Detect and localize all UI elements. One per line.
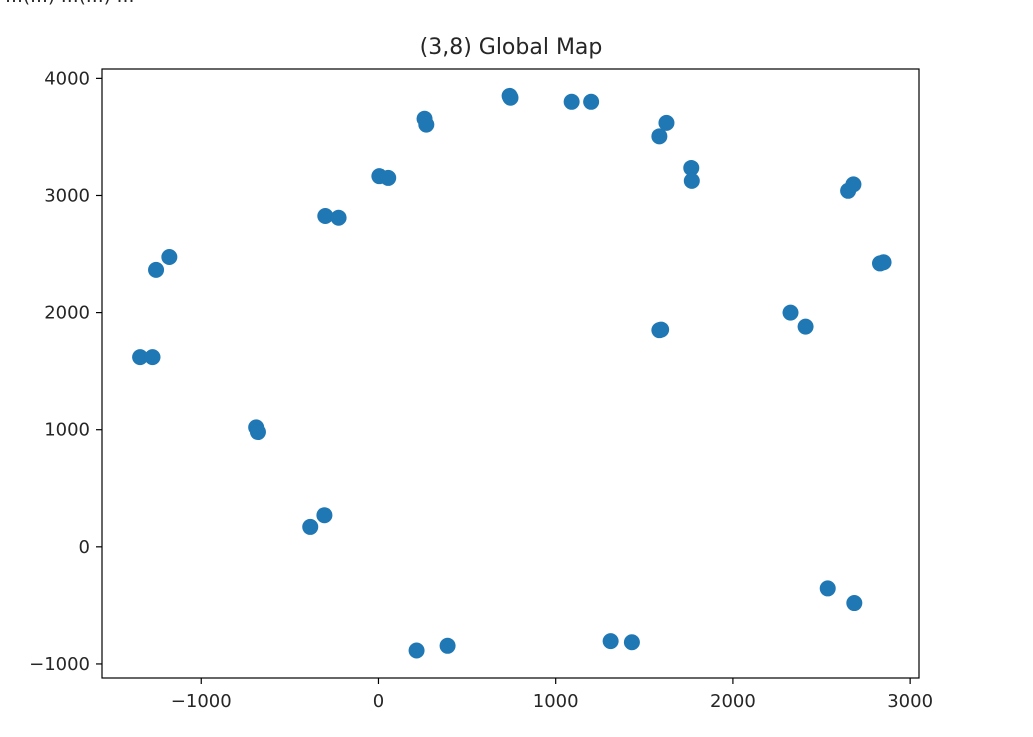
- y-tick-label: 0: [79, 537, 90, 558]
- x-axis: −1000 0 1000 2000 3000: [171, 678, 933, 712]
- data-point: [658, 114, 675, 131]
- data-point: [302, 518, 319, 535]
- data-point: [317, 207, 334, 224]
- y-tick-label: −1000: [29, 654, 90, 675]
- points-layer: [132, 87, 892, 659]
- data-point: [602, 633, 619, 650]
- data-point: [380, 169, 397, 186]
- data-point: [502, 89, 519, 106]
- data-point: [653, 321, 670, 338]
- chart-title: (3,8) Global Map: [420, 35, 603, 60]
- data-point: [683, 172, 700, 189]
- y-tick-label: 2000: [44, 303, 90, 324]
- x-tick-label: 0: [373, 691, 384, 712]
- y-axis: −1000 0 1000 2000 3000 4000: [29, 68, 102, 675]
- data-point: [148, 261, 165, 278]
- data-point: [316, 507, 333, 524]
- x-tick-label: 3000: [887, 691, 933, 712]
- data-point: [797, 318, 814, 335]
- data-point: [161, 248, 178, 265]
- data-point: [563, 93, 580, 110]
- x-tick-label: −1000: [171, 691, 232, 712]
- data-point: [623, 634, 640, 651]
- x-tick-label: 2000: [710, 691, 756, 712]
- data-point: [330, 209, 347, 226]
- x-tick-label: 1000: [533, 691, 579, 712]
- data-point: [144, 349, 161, 366]
- header-fragment: …(…) …(…) …: [5, 0, 135, 7]
- data-point: [583, 93, 600, 110]
- data-point: [845, 176, 862, 193]
- plot-area-frame: [101, 68, 920, 679]
- y-tick-label: 3000: [44, 185, 90, 206]
- data-point: [249, 424, 266, 441]
- data-point: [819, 580, 836, 597]
- data-point: [875, 254, 892, 271]
- data-point: [132, 349, 149, 366]
- data-point: [408, 642, 425, 659]
- y-tick-label: 4000: [44, 68, 90, 89]
- y-tick-label: 1000: [44, 420, 90, 441]
- data-point: [846, 595, 863, 612]
- data-point: [439, 637, 456, 654]
- data-point: [683, 159, 700, 176]
- data-point: [418, 116, 435, 133]
- data-point: [782, 304, 799, 321]
- data-point: [651, 128, 668, 145]
